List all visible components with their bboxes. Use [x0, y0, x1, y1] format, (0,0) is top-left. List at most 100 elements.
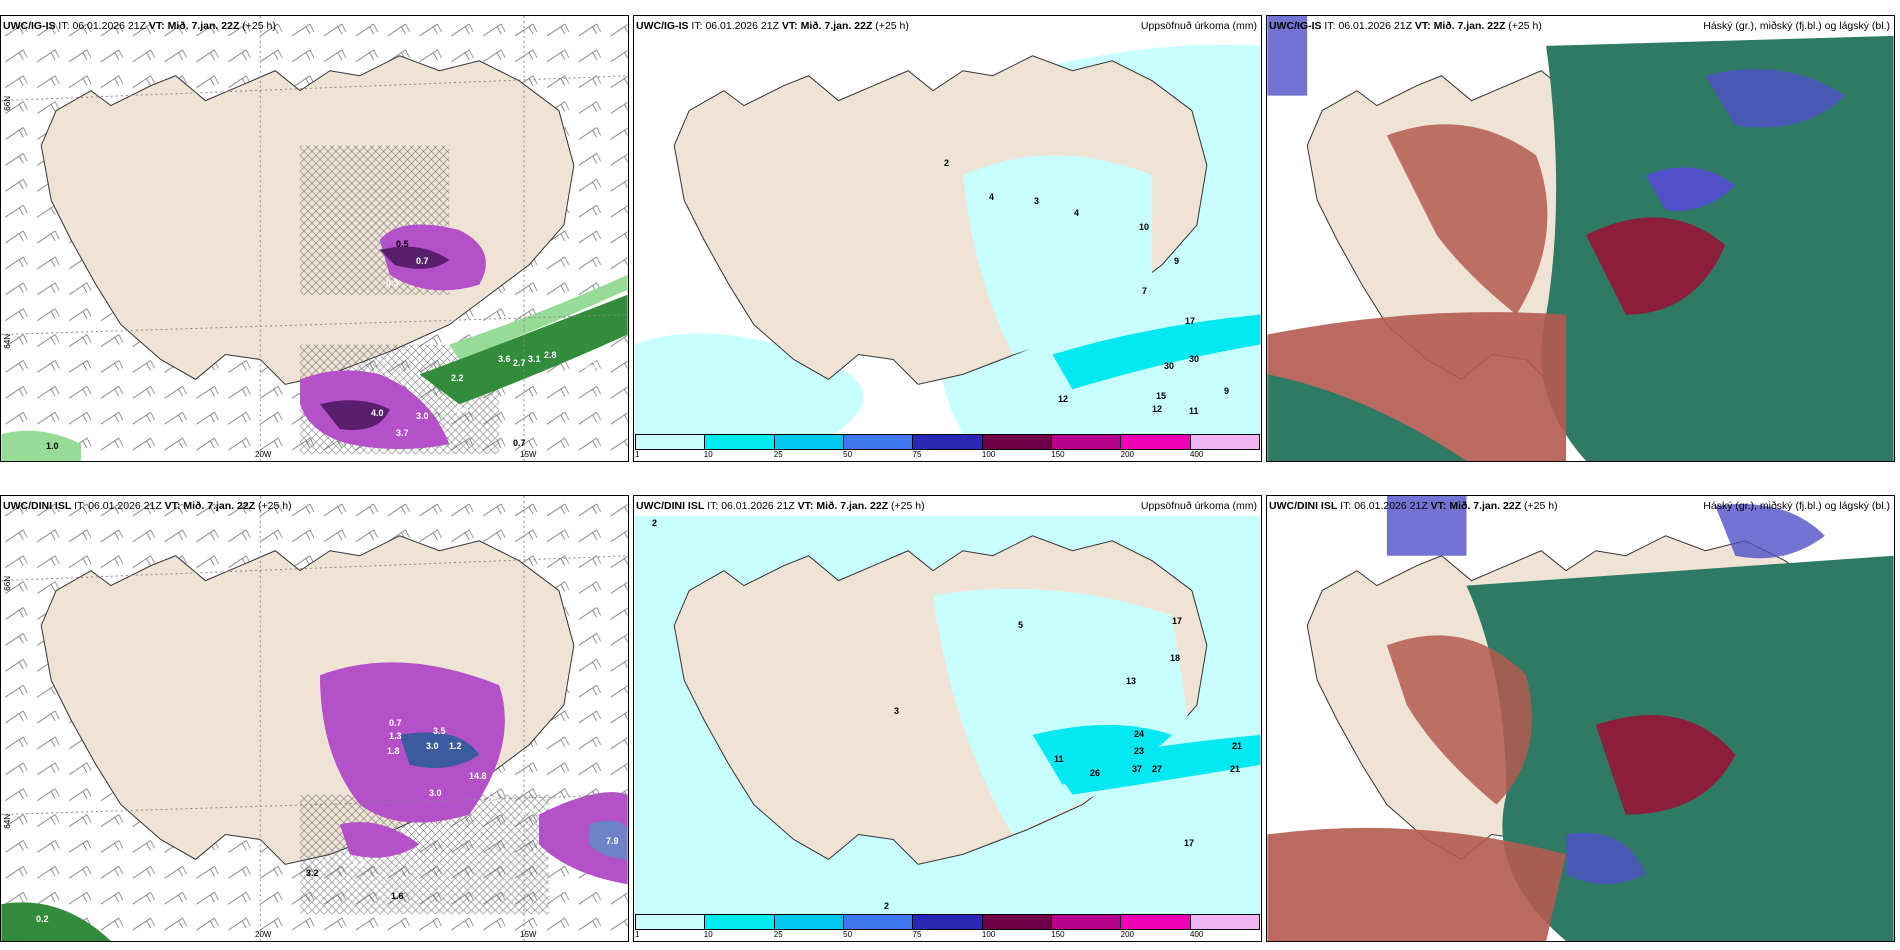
- panel-title: UWC/IG-IS IT: 06.01.2026 21Z VT: Mið. 7.…: [636, 20, 909, 32]
- colorbar-tick: 150: [1051, 930, 1065, 939]
- colorbar-tick: 200: [1120, 930, 1134, 939]
- panel-title: UWC/IG-IS IT: 06.01.2026 21Z VT: Mið. 7.…: [1269, 20, 1542, 32]
- value-label: 10.8: [493, 771, 511, 781]
- value-label: 3: [1034, 196, 1040, 206]
- lat-label: 64N: [3, 334, 12, 349]
- value-label: 18: [1170, 653, 1181, 663]
- colorbar-tick: 25: [773, 930, 783, 939]
- colorbar-swatch: [1051, 915, 1122, 929]
- lat-label: 66N: [3, 96, 12, 111]
- lon-label: 15W: [520, 930, 537, 939]
- colorbar-tick: 100: [981, 450, 996, 459]
- colorbar-swatch: [636, 915, 706, 929]
- value-label: 2.8: [544, 350, 557, 360]
- value-label: 12: [1058, 394, 1069, 404]
- colorbar-swatch: [843, 435, 914, 449]
- colorbar-swatch: [705, 915, 775, 929]
- value-label: 30: [1189, 354, 1200, 364]
- colorbar-tick: 10: [703, 450, 713, 459]
- panel-variable-title: Uppsöfnuð úrkoma (mm): [1140, 20, 1257, 32]
- value-label: 1.0: [46, 441, 59, 451]
- value-label: 4.0: [371, 408, 384, 418]
- colorbar: 1 10 25 50 75 100 150 200 400: [635, 434, 1260, 460]
- value-label: 26: [1090, 768, 1101, 778]
- panel-ig-clouds: UWC/IG-IS IT: 06.01.2026 21Z VT: Mið. 7.…: [1266, 15, 1895, 462]
- colorbar-tick: 200: [1120, 450, 1134, 459]
- panel-dini-precip: UWC/DINI ISL IT: 06.01.2026 21Z VT: Mið.…: [633, 495, 1262, 942]
- value-label: 3: [894, 706, 900, 716]
- colorbar-tick: 75: [912, 930, 922, 939]
- panel-ig-precip: UWC/IG-IS IT: 06.01.2026 21Z VT: Mið. 7.…: [633, 15, 1262, 462]
- panel-variable-title: Háský (gr.), miðský (fj.bl.) og lágský (…: [1703, 500, 1890, 512]
- lon-label: 15W: [520, 450, 537, 459]
- colorbar-tick: 50: [843, 930, 853, 939]
- colorbar-swatch: [1190, 435, 1259, 449]
- map-canvas: [634, 44, 1261, 435]
- colorbar-swatch: [636, 435, 706, 449]
- value-label: 15: [1156, 391, 1167, 401]
- value-label: 3.0: [416, 411, 429, 421]
- colorbar-swatch: [705, 435, 775, 449]
- value-label: 12: [1152, 404, 1163, 414]
- value-label: 11: [1054, 754, 1064, 764]
- value-label: 11: [1189, 406, 1199, 416]
- value-label: 2: [944, 158, 950, 168]
- lat-label: 66N: [3, 576, 12, 591]
- colorbar-tick: 100: [981, 930, 996, 939]
- panel-title: UWC/DINI ISL IT: 06.01.2026 21Z VT: Mið.…: [1269, 500, 1558, 512]
- value-label: 1.8: [387, 746, 400, 756]
- map-canvas: [1267, 496, 1894, 941]
- lon-label: 20W: [255, 450, 272, 459]
- colorbar-tick: 25: [773, 450, 783, 459]
- value-label: 30: [1164, 361, 1175, 371]
- value-label: 13: [1126, 676, 1137, 686]
- lon-label: 20W: [255, 930, 272, 939]
- value-label: 17: [1185, 316, 1196, 326]
- colorbar-swatch: [1051, 435, 1122, 449]
- colorbar-swatch: [982, 435, 1052, 449]
- value-label: 9: [1224, 386, 1230, 396]
- colorbar-tick: 400: [1190, 450, 1204, 459]
- value-label: 0.7: [416, 256, 429, 266]
- value-label: 1.3: [389, 731, 402, 741]
- panel-dini-clouds: UWC/DINI ISL IT: 06.01.2026 21Z VT: Mið.…: [1266, 495, 1895, 942]
- value-label: 1.2: [449, 741, 462, 751]
- value-label: 10: [1139, 222, 1150, 232]
- colorbar-swatch: [913, 435, 983, 449]
- value-label: 17: [1172, 616, 1183, 626]
- map-canvas: [634, 515, 1261, 915]
- value-label: 21: [1230, 764, 1241, 774]
- value-label: 2.2: [451, 373, 464, 383]
- value-label: 3.2: [306, 868, 319, 878]
- value-label: 27: [1152, 764, 1163, 774]
- value-label: 1.6: [391, 891, 404, 901]
- value-label: 9: [1174, 256, 1180, 266]
- value-label: 23: [1134, 746, 1145, 756]
- map-canvas: [1267, 16, 1894, 461]
- map-canvas: [1, 16, 628, 461]
- value-label: 0.7: [389, 718, 402, 728]
- panel-title: UWC/IG-IS IT: 06.01.2026 21Z VT: Mið. 7.…: [3, 20, 276, 32]
- lat-label: 64N: [3, 814, 12, 829]
- colorbar-swatch: [774, 435, 844, 449]
- value-label: 0.3: [456, 404, 469, 414]
- colorbar-tick: 1: [635, 930, 640, 939]
- colorbar-tick: 150: [1051, 450, 1065, 459]
- panel-title: UWC/DINI ISL IT: 06.01.2026 21Z VT: Mið.…: [636, 500, 925, 512]
- value-label: 1.5: [521, 804, 534, 814]
- panel-variable-title: Háský (gr.), miðský (fj.bl.) og lágský (…: [1703, 20, 1890, 32]
- value-label: 0.6: [353, 858, 366, 868]
- colorbar-swatch: [913, 915, 983, 929]
- value-label: 2: [652, 518, 658, 528]
- panel-title: UWC/DINI ISL IT: 06.01.2026 21Z VT: Mið.…: [3, 500, 292, 512]
- colorbar-swatch: [982, 915, 1052, 929]
- value-label: 4: [989, 192, 995, 202]
- value-label: 1.6: [606, 346, 619, 356]
- value-label: 14.8: [469, 771, 487, 781]
- colorbar-tick: 50: [843, 450, 853, 459]
- colorbar-tick: 400: [1190, 930, 1204, 939]
- value-label: 21: [1232, 741, 1243, 751]
- value-label: 7.9: [606, 836, 619, 846]
- panel-dini-temp-wind: UWC/DINI ISL IT: 06.01.2026 21Z VT: Mið.…: [0, 495, 629, 942]
- colorbar-tick: 1: [635, 450, 640, 459]
